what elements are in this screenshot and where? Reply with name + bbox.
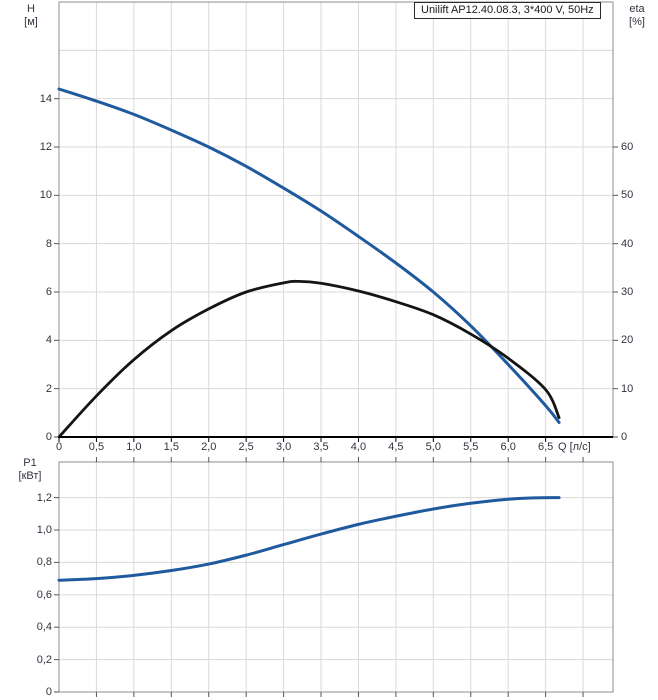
- left-axis-title-symbol: H: [27, 3, 35, 15]
- left-axis-tick-label: 6: [45, 286, 52, 298]
- right-axis-tick-label: 20: [621, 334, 634, 347]
- x-axis-tick-label: 2,0: [201, 441, 217, 453]
- x-axis-tick-label: 3,5: [313, 441, 329, 453]
- left-axis-tick-label: 0,4: [36, 621, 52, 634]
- right-axis-title: eta [%]: [620, 3, 654, 29]
- x-axis-tick-label: 6,0: [500, 441, 516, 453]
- curve-P1: [57, 496, 561, 582]
- curve-H: [57, 87, 561, 424]
- right-axis-tick-label: 50: [621, 189, 634, 202]
- flow-axis-label: Q [л/с]: [558, 441, 591, 453]
- left-axis-tick-label: 0,2: [36, 653, 52, 666]
- left-axis-tick-label: 0: [45, 431, 52, 443]
- left-axis-tick-label: 4: [45, 334, 52, 347]
- right-axis-tick-label: 30: [621, 286, 634, 298]
- x-axis-tick-label: 3,0: [275, 441, 292, 453]
- left-axis-title: H [м]: [16, 3, 46, 29]
- x-axis-tick-label: 4,0: [350, 441, 367, 453]
- left-axis-tick-label: 10: [39, 189, 52, 202]
- chart-title-box: Unilift AP12.40.08.3, 3*400 V, 50Hz: [414, 2, 601, 19]
- right-axis-title-symbol: eta: [629, 3, 645, 15]
- right-axis-tick-label: 0: [621, 431, 628, 443]
- right-axis-title-unit: [%]: [629, 16, 645, 28]
- x-axis-tick-label: 1,5: [163, 441, 179, 453]
- left-axis-tick-label: 1,0: [36, 524, 52, 537]
- x-axis-tick-label: 5,0: [425, 441, 441, 453]
- left-axis-tick-label: 14: [39, 92, 52, 105]
- left-axis-tick-label: 8: [45, 237, 52, 250]
- left-axis-tick-label: 12: [39, 141, 52, 153]
- x-axis-tick-label: 0: [55, 441, 63, 453]
- left-axis-tick-label: 0: [45, 686, 52, 698]
- left-axis-title-unit: [м]: [24, 16, 38, 28]
- left-axis-tick-label: 1,2: [36, 491, 52, 504]
- x-axis-tick-label: 6,5: [537, 441, 554, 453]
- power-axis-title: P1 [кВт]: [10, 457, 50, 483]
- x-axis-tick-label: 4,5: [388, 441, 404, 453]
- plot-frame: [58, 461, 614, 693]
- x-axis-tick-label: 1,0: [126, 441, 142, 453]
- right-axis-tick-label: 10: [621, 382, 634, 395]
- x-axis-tick-label: 0,5: [88, 441, 105, 453]
- left-axis-tick-label: 0,6: [36, 588, 52, 601]
- left-axis-tick-label: 2: [45, 382, 52, 395]
- power-axis-title-unit: [кВт]: [18, 470, 42, 482]
- x-axis-tick-label: 5,5: [463, 441, 479, 453]
- power-axis-title-symbol: P1: [23, 457, 37, 469]
- right-axis-tick-label: 60: [621, 141, 634, 153]
- x-axis-tick-label: 2,5: [238, 441, 254, 453]
- left-axis-tick-label: 0,8: [36, 556, 52, 569]
- right-axis-tick-label: 40: [621, 237, 634, 250]
- curve-eta: [57, 279, 561, 439]
